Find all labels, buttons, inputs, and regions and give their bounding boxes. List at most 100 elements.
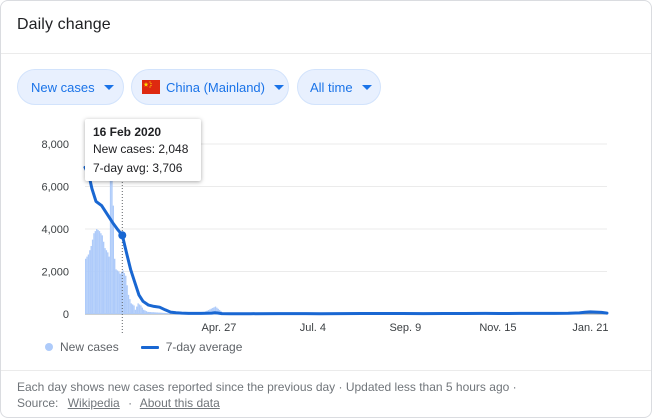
legend-label-average: 7-day average — [165, 340, 243, 354]
new-cases-bar — [149, 312, 152, 314]
chevron-down-icon — [361, 84, 372, 90]
new-cases-bar — [87, 254, 90, 314]
new-cases-bar — [210, 308, 213, 314]
new-cases-bar — [125, 275, 127, 314]
new-cases-bar — [138, 304, 141, 314]
chart-legend: New cases 7-day average — [45, 340, 242, 354]
y-tick-label: 0 — [63, 309, 69, 321]
new-cases-bar — [144, 310, 146, 314]
y-tick-label: 6,000 — [41, 182, 69, 194]
new-cases-bar — [165, 312, 167, 314]
new-cases-bar — [137, 303, 139, 314]
new-cases-bar — [126, 285, 128, 314]
new-cases-bar — [104, 248, 106, 314]
new-cases-bar — [118, 271, 120, 314]
x-tick-label: Jul. 4 — [300, 322, 326, 334]
y-tick-label: 8,000 — [41, 139, 69, 151]
y-tick-label: 4,000 — [41, 224, 69, 236]
new-cases-bar — [129, 299, 131, 314]
new-cases-bar — [159, 312, 161, 314]
legend-item-average: 7-day average — [140, 340, 243, 354]
new-cases-bar — [115, 269, 117, 314]
source-label: Source: — [17, 396, 59, 410]
new-cases-bar — [143, 309, 145, 314]
new-cases-bar — [160, 312, 163, 314]
about-data-link[interactable]: About this data — [139, 396, 220, 410]
legend-line-icon — [140, 345, 159, 349]
new-cases-bar — [108, 256, 110, 314]
new-cases-bar — [94, 231, 97, 314]
new-cases-bar — [102, 241, 105, 314]
legend-dot-icon — [45, 343, 53, 351]
new-cases-bar — [147, 311, 149, 314]
new-cases-bar — [214, 306, 217, 314]
legend-item-new-cases: New cases — [45, 340, 119, 354]
new-cases-bar — [96, 229, 98, 314]
new-cases-bar — [166, 313, 168, 314]
new-cases-bar — [105, 250, 108, 314]
new-cases-bar — [119, 273, 121, 314]
chevron-down-icon — [103, 84, 114, 90]
new-cases-bar — [86, 256, 88, 314]
new-cases-bar — [122, 270, 124, 314]
new-cases-bar — [91, 239, 94, 314]
new-cases-bar — [136, 306, 138, 314]
new-cases-bar — [111, 179, 113, 314]
new-cases-bar — [140, 305, 142, 314]
new-cases-bar — [151, 312, 153, 314]
footer-separator: · — [128, 396, 133, 410]
new-cases-bar — [158, 312, 160, 314]
new-cases-bar — [156, 312, 159, 314]
new-cases-bar — [167, 313, 170, 314]
wikipedia-link[interactable]: Wikipedia — [67, 396, 120, 410]
region-dropdown-label: China (Mainland) — [166, 79, 265, 95]
metric-dropdown-label: New cases — [31, 79, 95, 95]
tooltip-new-cases: New cases: 2,048 — [93, 142, 189, 156]
period-dropdown[interactable]: All time — [297, 69, 381, 105]
header-divider — [1, 53, 651, 54]
new-cases-bar — [89, 250, 91, 314]
new-cases-bar — [112, 205, 114, 314]
chart-tooltip: 16 Feb 2020 New cases: 2,048 7-day avg: … — [85, 119, 201, 181]
new-cases-bar — [109, 152, 112, 314]
china-flag-icon — [142, 80, 160, 94]
footer-source-row: Source: Wikipedia · About this data — [17, 395, 517, 411]
period-dropdown-label: All time — [310, 79, 353, 95]
new-cases-bar — [209, 309, 211, 314]
new-cases-bar — [90, 246, 92, 314]
metric-dropdown[interactable]: New cases — [17, 69, 124, 105]
new-cases-bar — [123, 273, 126, 314]
footer-divider — [1, 370, 651, 371]
new-cases-bar — [141, 307, 143, 314]
new-cases-bar — [217, 308, 219, 314]
new-cases-bar — [101, 235, 103, 314]
chevron-down-icon — [274, 84, 284, 90]
y-tick-label: 2,000 — [41, 267, 69, 279]
new-cases-bar — [85, 258, 87, 314]
new-cases-bar — [148, 311, 150, 314]
footer-note: Each day shows new cases reported since … — [17, 380, 517, 394]
new-cases-bar — [145, 311, 148, 314]
new-cases-bar — [98, 231, 101, 314]
new-cases-bar — [155, 312, 157, 314]
footer: Each day shows new cases reported since … — [17, 379, 517, 411]
new-cases-bar — [114, 258, 116, 314]
new-cases-bar — [93, 233, 95, 314]
new-cases-bar — [133, 305, 135, 314]
new-cases-bar — [216, 307, 218, 314]
new-cases-bar — [127, 294, 130, 314]
x-tick-label: Sep. 9 — [389, 322, 421, 334]
new-cases-bar — [116, 270, 119, 314]
card-title: Daily change — [17, 16, 111, 33]
new-cases-bar — [154, 312, 156, 314]
new-cases-bar — [97, 230, 99, 314]
x-tick-label: Jan. 21 — [572, 322, 608, 334]
new-cases-bar — [163, 312, 166, 314]
average-line — [83, 165, 609, 316]
x-tick-label: Nov. 15 — [479, 322, 516, 334]
new-cases-bar — [131, 304, 134, 314]
new-cases-bar — [162, 312, 164, 314]
tooltip-date: 16 Feb 2020 — [93, 125, 162, 139]
region-dropdown[interactable]: China (Mainland) — [131, 69, 289, 105]
